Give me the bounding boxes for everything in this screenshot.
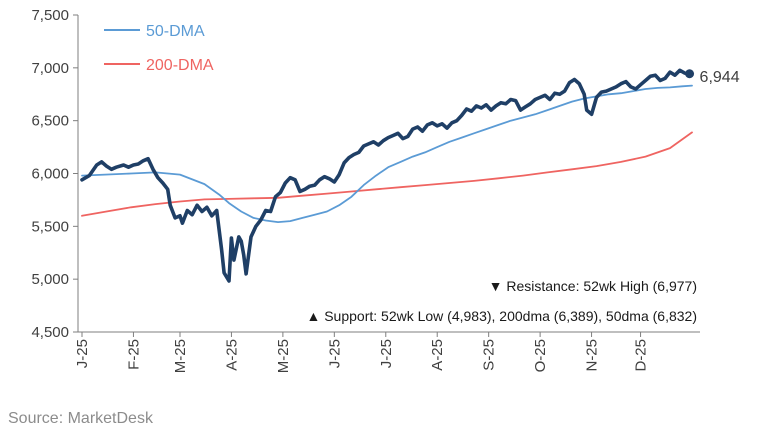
- x-tick-label: A-25: [429, 339, 446, 371]
- x-tick-label: O-25: [532, 339, 549, 372]
- axes: 4,500 5,000 5,500 6,000 6,500 7,000 7,500 J-25 F…: [31, 7, 700, 373]
- x-tick-label: S-25: [481, 339, 498, 371]
- y-tick-label: 7,000: [31, 60, 69, 77]
- ma200-line: [81, 131, 693, 217]
- x-tick-label: J-25: [326, 339, 343, 368]
- x-tick-label: M-25: [172, 339, 189, 373]
- y-tick-label: 6,500: [31, 113, 69, 130]
- y-tick-label: 5,500: [31, 218, 69, 235]
- y-tick-label: 7,500: [31, 7, 69, 24]
- legend-label: 200-DMA: [146, 57, 214, 74]
- end-value-label: 6,944: [700, 69, 740, 86]
- legend: 50-DMA 200-DMA: [104, 23, 214, 74]
- resistance-annotation: ▼ Resistance: 52wk High (6,977): [489, 278, 697, 294]
- legend-label: 50-DMA: [146, 23, 205, 40]
- x-tick-label: N-25: [584, 339, 601, 372]
- x-tick-label: F-25: [125, 339, 142, 370]
- support-annotation: ▲ Support: 52wk Low (4,983), 200dma (6,3…: [306, 308, 697, 324]
- y-tick-label: 5,000: [31, 271, 69, 288]
- y-tick-label: 4,500: [31, 324, 69, 341]
- y-tick-label: 6,000: [31, 166, 69, 183]
- last-value-marker: [685, 69, 695, 79]
- x-tick-label: M-25: [275, 339, 292, 373]
- series-layer: [80, 68, 695, 283]
- ma50-line: [81, 84, 693, 223]
- x-tick-label: D-25: [633, 339, 650, 372]
- x-tick-label: J-25: [378, 339, 395, 368]
- x-tick-label: A-25: [223, 339, 240, 371]
- source-note: Source: MarketDesk: [8, 410, 153, 427]
- index-price-line: [80, 68, 692, 283]
- x-tick-label: J-25: [74, 339, 91, 368]
